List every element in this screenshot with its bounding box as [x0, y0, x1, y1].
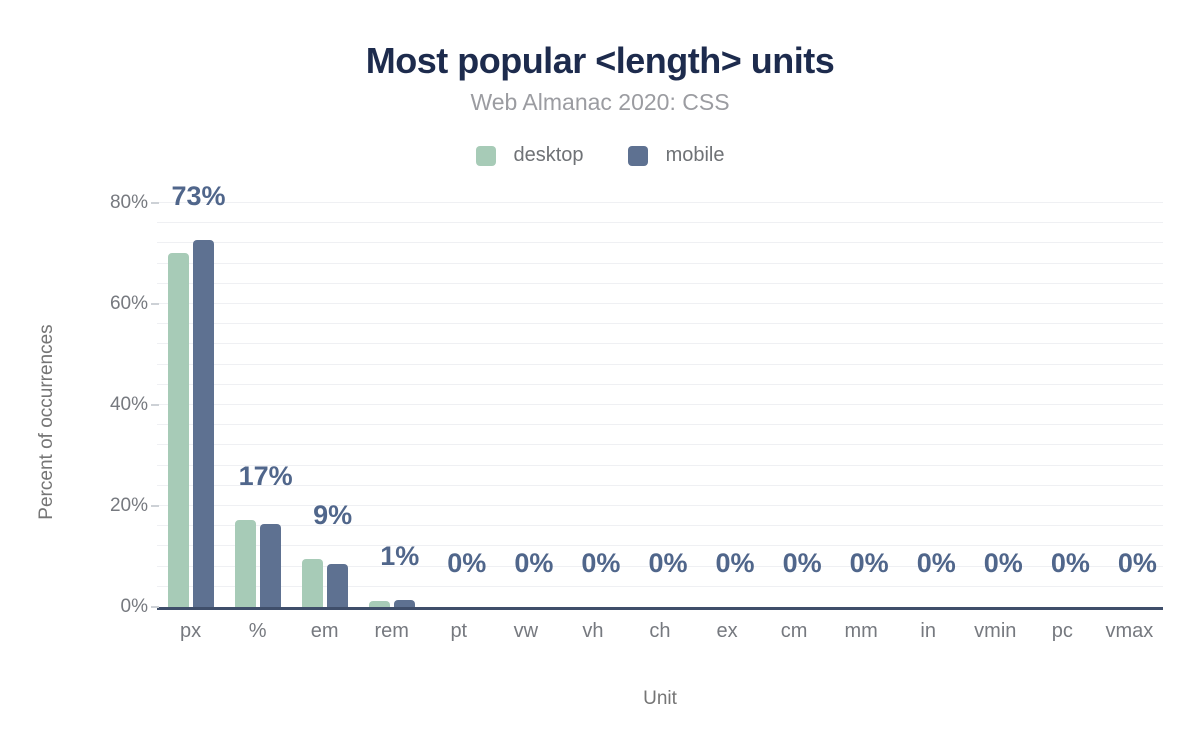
legend-label-mobile: mobile	[665, 144, 725, 166]
gridline	[157, 585, 1163, 587]
bar-group-pc: 0%	[1029, 203, 1096, 607]
x-tick-label-vh: vh	[582, 620, 604, 642]
value-label-vw: 0%	[514, 548, 554, 578]
value-label-vmin: 0%	[983, 548, 1023, 578]
x-tick-label-vmin: vmin	[974, 620, 1017, 642]
legend: desktop mobile	[0, 144, 1200, 167]
bar-group-cm: 0%	[761, 203, 828, 607]
gridline	[157, 444, 1163, 446]
gridline	[157, 282, 1163, 284]
value-label-px: 73%	[171, 181, 226, 212]
y-tick-mark	[151, 505, 159, 507]
x-axis-labels: px% em rem pt vw vh ch ex cm mm in vmin pc vmax	[157, 620, 1163, 643]
desktop-swatch	[475, 145, 496, 166]
gridline	[157, 363, 1163, 365]
gridline	[157, 565, 1163, 567]
bar-group-vw: 0%	[492, 203, 559, 607]
mobile-bar-%	[259, 523, 281, 607]
value-label-pc: 0%	[1050, 548, 1090, 578]
mobile-bar-px	[192, 240, 214, 607]
y-tick-mark	[151, 606, 159, 608]
value-label-ex: 0%	[715, 548, 755, 578]
desktop-bar-px	[167, 252, 189, 607]
bar-group-%: 17%	[224, 203, 293, 607]
gridline	[157, 484, 1163, 486]
value-label-mm: 0%	[849, 548, 889, 578]
y-tick-label: 80%	[109, 192, 148, 213]
gridline	[157, 464, 1163, 466]
gridline	[157, 262, 1163, 264]
value-label-in: 0%	[916, 548, 956, 578]
y-tick-label: 40%	[109, 394, 148, 415]
bar-group-ch: 0%	[626, 203, 693, 607]
y-tick-label: 20%	[109, 495, 148, 516]
value-label-rem: 1%	[380, 541, 420, 572]
gridline	[157, 343, 1163, 345]
y-axis-title: Percent of occurrences	[36, 324, 57, 520]
gridline	[157, 545, 1163, 547]
gridline	[157, 525, 1163, 527]
x-tick-label-px: px	[179, 620, 202, 642]
gridline	[157, 323, 1163, 325]
mobile-bar-em	[326, 564, 348, 607]
x-tick-label-cm: cm	[780, 620, 808, 642]
x-tick-label-rem: rem	[374, 620, 409, 642]
bar-group-ex: 0%	[694, 203, 761, 607]
gridline	[157, 303, 1163, 304]
desktop-bar-rem	[368, 600, 390, 607]
y-tick-label: 0%	[120, 596, 148, 617]
bar-group-vmax: 0%	[1096, 203, 1163, 607]
legend-item-mobile[interactable]: mobile	[627, 144, 725, 167]
bar-group-pt: 0%	[425, 203, 492, 607]
bar-group-mm: 0%	[828, 203, 895, 607]
chart-subtitle: Web Almanac 2020: CSS	[470, 89, 730, 115]
mobile-swatch	[627, 145, 648, 166]
y-tick-mark	[151, 303, 159, 305]
value-label-cm: 0%	[782, 548, 822, 578]
bars-row: 73% 17% 9% 1% 0% 0% 0% 0% 0% 0% 0% 0% 0% 0% 0%	[157, 181, 1163, 607]
plot-area: 73% 17% 9% 1% 0% 0% 0% 0% 0% 0% 0% 0% 0% 0% 0%	[157, 181, 1163, 610]
x-tick-label-vmax: vmax	[1105, 620, 1154, 642]
gridline	[157, 505, 1163, 506]
x-tick-label-in: in	[920, 620, 936, 642]
x-axis-title: Unit	[643, 688, 677, 709]
value-label-em: 9%	[313, 499, 353, 530]
gridline	[157, 424, 1163, 426]
x-tick-label-mm: mm	[844, 620, 878, 642]
gridline	[157, 242, 1163, 244]
x-tick-label-ex: ex	[716, 620, 738, 642]
gridline	[157, 404, 1163, 405]
y-tick-label: 60%	[109, 293, 148, 314]
value-label-pt: 0%	[447, 548, 487, 578]
x-tick-label-pt: pt	[450, 620, 468, 642]
gridline	[157, 222, 1163, 224]
bar-group-vmin: 0%	[962, 203, 1029, 607]
bar-group-em: 9%	[291, 203, 358, 607]
bar-group-in: 0%	[895, 203, 962, 607]
bar-group-vh: 0%	[559, 203, 626, 607]
value-label-%: 17%	[238, 460, 293, 491]
y-tick-mark	[151, 404, 159, 406]
chart-title: Most popular <length> units	[365, 40, 835, 81]
mobile-bar-rem	[393, 600, 415, 607]
x-tick-label-%: %	[248, 620, 267, 642]
desktop-bar-%	[234, 519, 256, 607]
legend-label-desktop: desktop	[513, 144, 584, 166]
bar-group-rem: 1%	[358, 203, 425, 607]
value-label-ch: 0%	[648, 548, 688, 578]
x-tick-label-ch: ch	[649, 620, 671, 642]
value-label-vmax: 0%	[1117, 548, 1157, 578]
value-label-vh: 0%	[581, 548, 621, 578]
x-tick-label-vw: vw	[513, 620, 539, 642]
bar-group-px: 73%	[157, 181, 226, 607]
desktop-bar-em	[301, 558, 323, 607]
legend-item-desktop[interactable]: desktop	[475, 144, 584, 167]
gridline	[157, 383, 1163, 385]
gridline	[157, 202, 1163, 203]
y-tick-mark	[151, 202, 159, 204]
x-tick-label-pc: pc	[1051, 620, 1073, 642]
x-tick-label-em: em	[310, 620, 339, 642]
